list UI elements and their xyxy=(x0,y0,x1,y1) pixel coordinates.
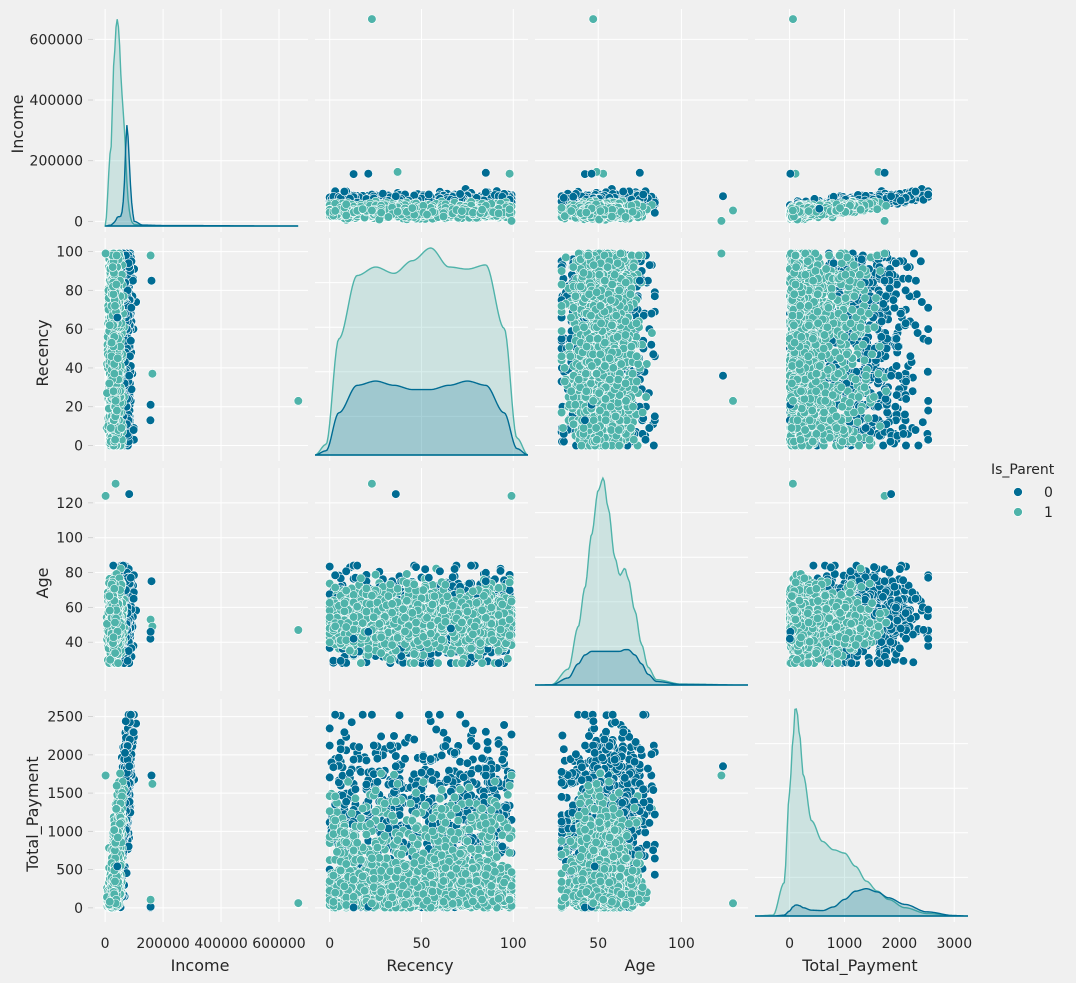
scatter-point-1 xyxy=(595,206,606,216)
scatter-point-1 xyxy=(556,203,567,213)
plot-area xyxy=(104,19,299,227)
scatter-point-1 xyxy=(393,207,403,217)
scatter-point-0 xyxy=(559,193,569,203)
scatter-point-1 xyxy=(383,212,394,222)
scatter-point-1 xyxy=(581,208,591,218)
scatter-point-1 xyxy=(588,14,598,24)
scatter-point-1 xyxy=(505,204,515,214)
panels-layer xyxy=(95,9,968,922)
scatter-point-1 xyxy=(407,203,417,213)
scatter-point-1 xyxy=(358,204,368,214)
scatter-point-1 xyxy=(628,207,638,217)
scatter-point-1 xyxy=(376,208,386,218)
scatter-point-1 xyxy=(728,205,738,216)
scatter-point-1 xyxy=(393,167,403,177)
scatter-point-1 xyxy=(505,169,515,179)
scatter-point-1 xyxy=(438,211,449,222)
scatter-point-0 xyxy=(718,191,728,201)
scatter-point-1 xyxy=(607,211,617,222)
scatter-point-1 xyxy=(367,205,377,216)
plot-area xyxy=(785,14,933,226)
scatter-point-0 xyxy=(638,189,648,200)
panel-income-vs-income xyxy=(95,9,308,232)
scatter-point-1 xyxy=(341,199,351,209)
scatter-point-1 xyxy=(566,206,576,216)
kde-curve-0 xyxy=(105,125,299,227)
scatter-point-0 xyxy=(568,192,578,202)
scatter-point-1 xyxy=(560,211,570,221)
scatter-point-1 xyxy=(477,205,487,215)
scatter-point-1 xyxy=(457,206,467,216)
panel-income-vs-age xyxy=(535,9,748,232)
scatter-point-1 xyxy=(422,210,432,220)
panel-income-vs-recency xyxy=(315,9,528,232)
scatter-point-0 xyxy=(455,189,465,199)
plot-area xyxy=(556,14,738,226)
scatter-point-0 xyxy=(481,168,491,178)
scatter-point-1 xyxy=(506,216,517,226)
scatter-point-0 xyxy=(586,169,597,179)
scatter-point-0 xyxy=(635,168,645,178)
scatter-point-0 xyxy=(424,189,434,200)
panel-income-vs-total-payment xyxy=(755,9,968,232)
scatter-point-1 xyxy=(620,212,631,222)
scatter-point-1 xyxy=(716,216,727,226)
scatter-point-1 xyxy=(494,208,504,218)
scatter-point-1 xyxy=(367,14,377,24)
plot-area xyxy=(325,14,517,226)
scatter-point-0 xyxy=(618,187,628,197)
scatter-point-1 xyxy=(341,210,351,221)
scatter-point-1 xyxy=(330,206,340,216)
scatter-point-0 xyxy=(339,187,350,197)
scatter-point-0 xyxy=(349,169,359,179)
scatter-point-0 xyxy=(363,169,373,179)
scatter-point-0 xyxy=(391,191,401,201)
